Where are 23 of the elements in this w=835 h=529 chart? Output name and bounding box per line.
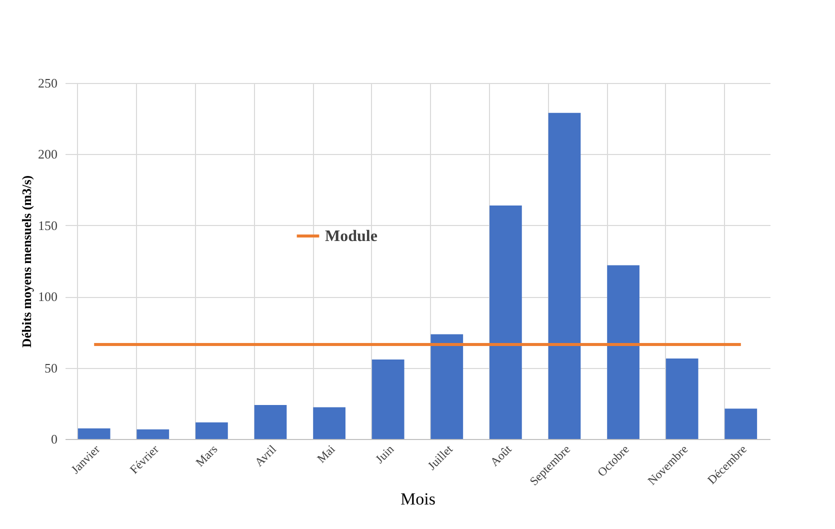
legend-label: Module bbox=[325, 228, 378, 245]
x-tick-label: Mai bbox=[314, 442, 338, 466]
bar bbox=[78, 428, 110, 439]
bar bbox=[196, 422, 228, 439]
x-axis-title: Mois bbox=[400, 490, 436, 509]
bar bbox=[254, 404, 287, 439]
bar bbox=[313, 407, 346, 439]
x-tick-label: Juin bbox=[372, 442, 397, 466]
y-tick-label: 250 bbox=[38, 76, 58, 90]
bar bbox=[724, 408, 758, 439]
bar bbox=[490, 205, 522, 439]
bar bbox=[666, 358, 698, 439]
y-tick-label: 0 bbox=[51, 432, 58, 446]
y-tick-label: 200 bbox=[38, 146, 58, 162]
bar bbox=[372, 360, 404, 439]
bar bbox=[607, 265, 640, 439]
y-tick-label: 100 bbox=[38, 289, 58, 304]
bar bbox=[548, 112, 581, 439]
bar bbox=[430, 334, 464, 439]
y-tick-label: 50 bbox=[44, 360, 58, 376]
y-tick-label: 150 bbox=[38, 218, 58, 233]
bar bbox=[136, 429, 170, 439]
y-axis-title: Débits moyens mensuels (m3/s) bbox=[19, 175, 34, 348]
